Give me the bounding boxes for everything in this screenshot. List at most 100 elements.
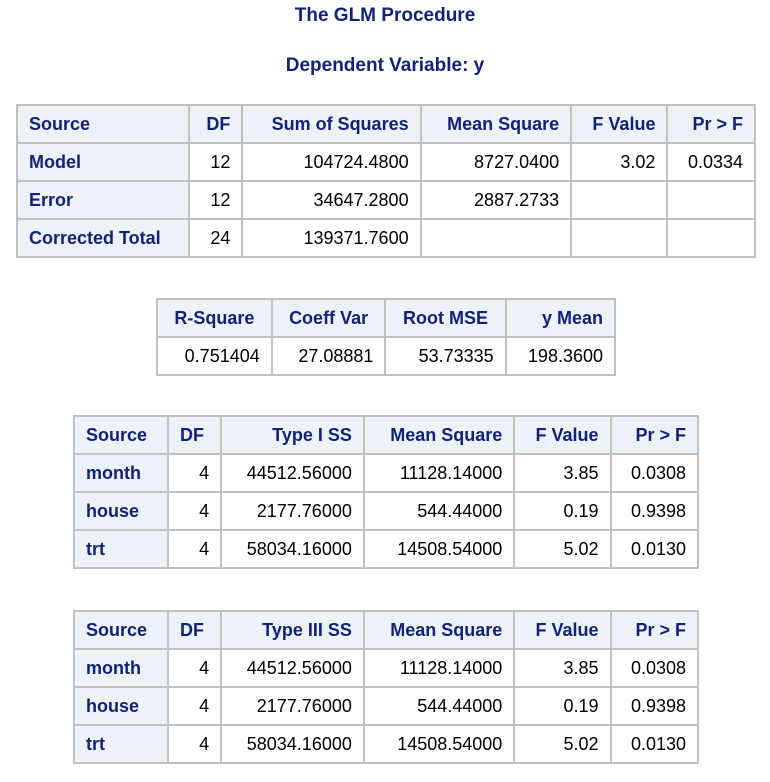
procedure-title: The GLM Procedure [294, 5, 476, 26]
col-header-pr-f: Pr > F [666, 104, 756, 144]
df-cell: 4 [167, 648, 223, 688]
y-mean-cell: 198.3600 [504, 336, 617, 376]
mean-square-cell: 544.44000 [362, 491, 516, 531]
table-row: house 4 2177.76000 544.44000 0.19 0.9398 [72, 686, 700, 726]
df-cell: 4 [167, 724, 223, 764]
ss-cell: 2177.76000 [220, 491, 365, 531]
table-row: trt 4 58034.16000 14508.54000 5.02 0.013… [72, 724, 700, 764]
table-row: Corrected Total 24 139371.7600 [15, 218, 756, 258]
mean-square-cell: 14508.54000 [362, 724, 516, 764]
df-cell: 4 [167, 491, 223, 531]
df-cell: 4 [167, 686, 223, 726]
mean-square-cell: 2887.2733 [419, 180, 573, 220]
pr-f-cell: 0.0130 [609, 724, 700, 764]
row-header-model: Model [15, 142, 191, 182]
pr-f-cell: 0.0308 [609, 648, 700, 688]
fit-statistics-table: R-Square Coeff Var Root MSE y Mean 0.751… [156, 298, 617, 376]
f-value-cell [570, 218, 669, 258]
anova-table: Source DF Sum of Squares Mean Square F V… [15, 104, 756, 258]
table-row: Model 12 104724.4800 8727.0400 3.02 0.03… [15, 142, 756, 182]
df-cell: 4 [167, 529, 223, 569]
col-header-pr-f: Pr > F [609, 610, 700, 650]
row-header-trt: trt [72, 529, 170, 569]
col-header-mean-square: Mean Square [362, 415, 516, 455]
fit-header-row: R-Square Coeff Var Root MSE y Mean [156, 298, 617, 338]
row-header-house: house [72, 491, 170, 531]
ss-cell: 44512.56000 [220, 453, 365, 493]
row-header-month: month [72, 648, 170, 688]
mean-square-cell [419, 218, 573, 258]
df-cell: 4 [167, 453, 223, 493]
row-header-house: house [72, 686, 170, 726]
f-value-cell: 0.19 [513, 491, 612, 531]
mean-square-cell: 8727.0400 [419, 142, 573, 182]
pr-f-cell: 0.9398 [609, 686, 700, 726]
ss-cell: 58034.16000 [220, 529, 365, 569]
sum-of-squares-cell: 104724.4800 [241, 142, 422, 182]
col-header-source: Source [72, 610, 170, 650]
mean-square-cell: 14508.54000 [362, 529, 516, 569]
col-header-df: DF [167, 415, 223, 455]
col-header-r-square: R-Square [156, 298, 273, 338]
f-value-cell: 3.85 [513, 453, 612, 493]
dependent-variable-title: Dependent Variable: y [285, 55, 485, 76]
col-header-mean-square: Mean Square [362, 610, 516, 650]
row-header-error: Error [15, 180, 191, 220]
sum-of-squares-cell: 34647.2800 [241, 180, 422, 220]
col-header-source: Source [15, 104, 191, 144]
root-mse-cell: 53.73335 [384, 336, 507, 376]
pr-f-cell: 0.9398 [609, 491, 700, 531]
sum-of-squares-cell: 139371.7600 [241, 218, 422, 258]
col-header-type1-ss: Type I SS [220, 415, 365, 455]
f-value-cell [570, 180, 669, 220]
col-header-root-mse: Root MSE [384, 298, 507, 338]
col-header-sum-of-squares: Sum of Squares [241, 104, 422, 144]
pr-f-cell: 0.0130 [609, 529, 700, 569]
col-header-f-value: F Value [513, 415, 612, 455]
col-header-source: Source [72, 415, 170, 455]
f-value-cell: 5.02 [513, 724, 612, 764]
table-row: trt 4 58034.16000 14508.54000 5.02 0.013… [72, 529, 700, 569]
mean-square-cell: 11128.14000 [362, 453, 516, 493]
col-header-pr-f: Pr > F [609, 415, 700, 455]
row-header-month: month [72, 453, 170, 493]
col-header-df: DF [167, 610, 223, 650]
ss-cell: 44512.56000 [220, 648, 365, 688]
col-header-mean-square: Mean Square [419, 104, 573, 144]
pr-f-cell [666, 180, 756, 220]
table-row: Error 12 34647.2800 2887.2733 [15, 180, 756, 220]
df-cell: 24 [188, 218, 244, 258]
f-value-cell: 5.02 [513, 529, 612, 569]
df-cell: 12 [188, 142, 244, 182]
table-row: 0.751404 27.08881 53.73335 198.3600 [156, 336, 617, 376]
col-header-y-mean: y Mean [504, 298, 617, 338]
col-header-f-value: F Value [513, 610, 612, 650]
ss-cell: 2177.76000 [220, 686, 365, 726]
pr-f-cell [666, 218, 756, 258]
pr-f-cell: 0.0308 [609, 453, 700, 493]
table-row: house 4 2177.76000 544.44000 0.19 0.9398 [72, 491, 700, 531]
col-header-df: DF [188, 104, 244, 144]
col-header-coeff-var: Coeff Var [270, 298, 387, 338]
f-value-cell: 3.02 [570, 142, 669, 182]
table-row: month 4 44512.56000 11128.14000 3.85 0.0… [72, 648, 700, 688]
type1-ss-table: Source DF Type I SS Mean Square F Value … [72, 415, 700, 569]
f-value-cell: 3.85 [513, 648, 612, 688]
col-header-f-value: F Value [570, 104, 669, 144]
row-header-corrected-total: Corrected Total [15, 218, 191, 258]
table-row: month 4 44512.56000 11128.14000 3.85 0.0… [72, 453, 700, 493]
type3-header-row: Source DF Type III SS Mean Square F Valu… [72, 610, 700, 650]
pr-f-cell: 0.0334 [666, 142, 756, 182]
type1-header-row: Source DF Type I SS Mean Square F Value … [72, 415, 700, 455]
col-header-type3-ss: Type III SS [220, 610, 365, 650]
coeff-var-cell: 27.08881 [270, 336, 387, 376]
anova-header-row: Source DF Sum of Squares Mean Square F V… [15, 104, 756, 144]
row-header-trt: trt [72, 724, 170, 764]
df-cell: 12 [188, 180, 244, 220]
ss-cell: 58034.16000 [220, 724, 365, 764]
mean-square-cell: 11128.14000 [362, 648, 516, 688]
f-value-cell: 0.19 [513, 686, 612, 726]
mean-square-cell: 544.44000 [362, 686, 516, 726]
type3-ss-table: Source DF Type III SS Mean Square F Valu… [72, 610, 700, 764]
r-square-cell: 0.751404 [156, 336, 273, 376]
